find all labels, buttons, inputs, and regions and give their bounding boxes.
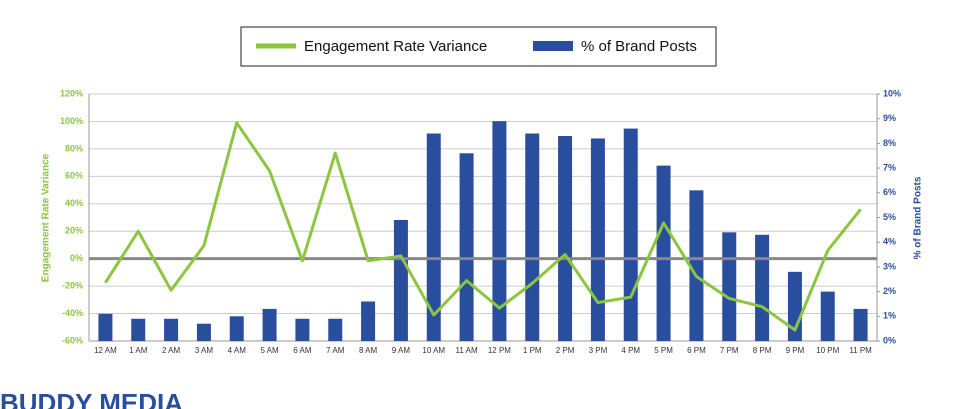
bar xyxy=(131,318,146,341)
bar xyxy=(295,318,310,341)
y2-tick-label: 3% xyxy=(883,261,896,271)
bar xyxy=(229,316,244,341)
y-tick-label: -40% xyxy=(62,308,83,318)
y2-tick-label: 8% xyxy=(883,138,896,148)
bar xyxy=(164,318,179,341)
x-tick-label: 11 AM xyxy=(456,346,478,355)
legend-label: Engagement Rate Variance xyxy=(304,38,487,55)
x-tick-label: 8 PM xyxy=(753,346,772,355)
bar xyxy=(328,318,343,341)
y2-tick-label: 7% xyxy=(883,162,896,172)
bar xyxy=(656,165,671,341)
logo: BUDDY MEDIA xyxy=(0,388,183,409)
x-tick-label: 6 PM xyxy=(687,346,706,355)
x-tick-label: 1 AM xyxy=(129,346,148,355)
y2-tick-label: 6% xyxy=(883,187,896,197)
x-tick-label: 1 PM xyxy=(523,346,542,355)
x-tick-label: 10 PM xyxy=(816,346,839,355)
x-tick-label: 5 PM xyxy=(654,346,673,355)
x-tick-label: 9 AM xyxy=(392,346,411,355)
legend-label: % of Brand Posts xyxy=(581,38,697,55)
bar xyxy=(820,291,835,341)
bar xyxy=(459,153,474,341)
bar xyxy=(853,308,868,341)
bar xyxy=(755,234,770,341)
bar xyxy=(262,308,277,341)
y2-axis-label: % of Brand Posts xyxy=(913,176,924,259)
y2-tick-label: 0% xyxy=(883,335,896,345)
y-tick-label: 20% xyxy=(65,226,83,236)
y2-tick-label: 4% xyxy=(883,237,896,247)
x-tick-label: 10 AM xyxy=(422,346,445,355)
y-tick-label: 100% xyxy=(60,116,83,126)
x-tick-label: 3 PM xyxy=(589,346,608,355)
x-tick-label: 7 AM xyxy=(326,346,345,355)
x-tick-label: 6 AM xyxy=(293,346,312,355)
bar xyxy=(393,219,408,341)
bar xyxy=(558,135,573,341)
y-tick-label: -20% xyxy=(62,280,83,290)
x-tick-label: 12 AM xyxy=(94,346,117,355)
bar xyxy=(426,133,441,341)
x-tick-label: 11 PM xyxy=(849,346,872,355)
x-tick-label: 5 AM xyxy=(260,346,279,355)
x-tick-label: 8 AM xyxy=(359,346,378,355)
y-tick-label: -60% xyxy=(62,335,83,345)
y-tick-label: 80% xyxy=(65,143,83,153)
x-tick-label: 12 PM xyxy=(488,346,511,355)
x-tick-label: 3 AM xyxy=(195,346,214,355)
y2-tick-label: 1% xyxy=(883,311,896,321)
legend-swatch xyxy=(533,41,573,51)
x-tick-label: 2 AM xyxy=(162,346,181,355)
x-tick-label: 9 PM xyxy=(786,346,805,355)
bar xyxy=(590,138,605,341)
y-tick-label: 60% xyxy=(65,171,83,181)
x-tick-label: 4 AM xyxy=(228,346,247,355)
bar xyxy=(689,190,704,341)
bar xyxy=(196,323,211,341)
bar xyxy=(361,301,376,341)
x-tick-label: 2 PM xyxy=(556,346,575,355)
line xyxy=(104,121,862,332)
y-tick-label: 120% xyxy=(60,88,83,98)
bar xyxy=(98,313,113,341)
bar xyxy=(492,121,507,341)
y2-tick-label: 5% xyxy=(883,212,896,222)
bar xyxy=(722,232,737,341)
y2-tick-label: 10% xyxy=(883,88,901,98)
bar xyxy=(525,133,540,341)
legend-box xyxy=(240,26,717,67)
y-tick-label: 40% xyxy=(65,198,83,208)
bar xyxy=(623,128,638,341)
y2-tick-label: 9% xyxy=(883,113,896,123)
y-tick-label: 0% xyxy=(70,253,83,263)
x-tick-label: 4 PM xyxy=(621,346,640,355)
x-tick-label: 7 PM xyxy=(720,346,739,355)
y2-tick-label: 2% xyxy=(883,286,896,296)
y-axis-label: Engagement Rate Variance xyxy=(41,153,52,282)
